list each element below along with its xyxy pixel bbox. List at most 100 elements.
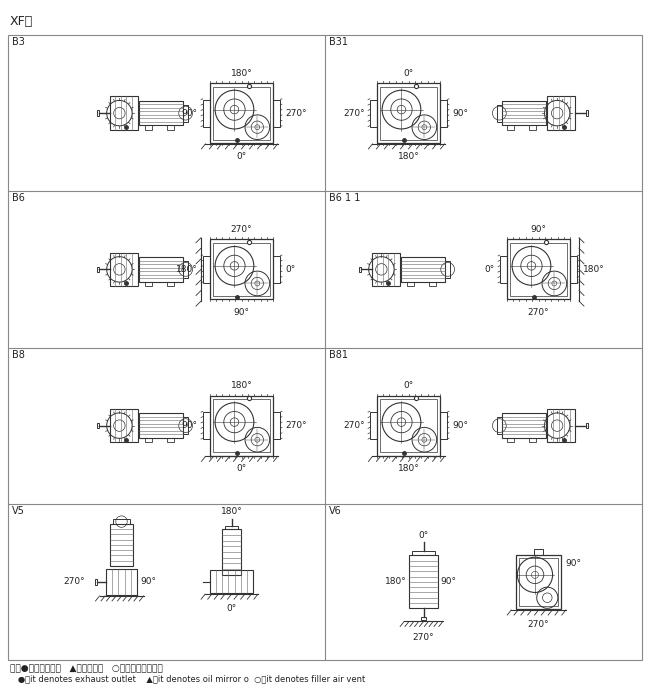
- Text: 90°: 90°: [452, 108, 469, 117]
- Text: 180°: 180°: [385, 578, 407, 586]
- Bar: [213, 243, 270, 296]
- Bar: [183, 261, 188, 278]
- Text: 270°: 270°: [231, 225, 252, 234]
- Text: 270°: 270°: [285, 421, 307, 430]
- Bar: [203, 412, 210, 439]
- Bar: [110, 409, 138, 442]
- Bar: [377, 395, 440, 455]
- Bar: [586, 110, 588, 116]
- Bar: [515, 555, 562, 609]
- Bar: [440, 99, 447, 126]
- Bar: [213, 400, 270, 452]
- Bar: [429, 282, 436, 286]
- Text: 0°: 0°: [226, 604, 237, 613]
- Bar: [547, 97, 575, 130]
- Bar: [110, 253, 138, 286]
- Text: 180°: 180°: [176, 265, 198, 274]
- Bar: [110, 97, 138, 130]
- Text: 0°: 0°: [285, 265, 296, 274]
- Bar: [145, 282, 152, 286]
- Bar: [534, 549, 543, 555]
- Text: B31: B31: [329, 37, 348, 47]
- Text: 0°: 0°: [237, 464, 246, 473]
- Bar: [183, 104, 188, 121]
- Bar: [377, 83, 440, 143]
- Text: 0°: 0°: [419, 531, 428, 540]
- Bar: [210, 239, 273, 299]
- Text: V6: V6: [329, 506, 342, 515]
- Text: XF型: XF型: [10, 15, 33, 28]
- Text: V5: V5: [12, 506, 25, 515]
- Text: 270°: 270°: [528, 308, 549, 317]
- Bar: [213, 87, 270, 139]
- Text: 180°: 180°: [220, 507, 242, 516]
- Bar: [500, 256, 507, 283]
- Bar: [519, 558, 558, 606]
- Bar: [110, 524, 133, 566]
- Bar: [586, 423, 588, 428]
- Text: 90°: 90°: [452, 421, 469, 430]
- Text: 270°: 270°: [343, 108, 365, 117]
- Bar: [140, 257, 183, 282]
- Bar: [183, 417, 188, 434]
- Bar: [445, 261, 450, 278]
- Text: 270°: 270°: [343, 421, 365, 430]
- Bar: [410, 555, 437, 609]
- Bar: [497, 417, 502, 434]
- Bar: [412, 551, 435, 555]
- Bar: [273, 256, 280, 283]
- Text: 90°: 90°: [233, 308, 250, 317]
- Text: 270°: 270°: [413, 633, 434, 642]
- Bar: [402, 257, 445, 282]
- Bar: [570, 256, 577, 283]
- Bar: [370, 99, 377, 126]
- Text: 90°: 90°: [181, 421, 198, 430]
- Bar: [145, 126, 152, 130]
- Text: ●－it denotes exhaust outlet    ▲－it denotes oil mirror o  ○－it denotes filler ai: ●－it denotes exhaust outlet ▲－it denotes…: [10, 674, 365, 683]
- Bar: [507, 438, 514, 442]
- Text: 90°: 90°: [140, 578, 156, 586]
- Bar: [98, 110, 99, 116]
- Bar: [273, 412, 280, 439]
- Bar: [210, 83, 273, 143]
- Bar: [407, 282, 414, 286]
- Text: B8: B8: [12, 350, 25, 359]
- Text: 270°: 270°: [63, 578, 84, 586]
- Bar: [370, 412, 377, 439]
- Text: 180°: 180°: [231, 382, 252, 391]
- Bar: [547, 409, 575, 442]
- Bar: [167, 282, 174, 286]
- Bar: [203, 99, 210, 126]
- Bar: [502, 101, 545, 126]
- Text: 90°: 90°: [440, 578, 456, 586]
- Bar: [167, 438, 174, 442]
- Bar: [529, 438, 536, 442]
- Bar: [167, 126, 174, 130]
- Bar: [273, 99, 280, 126]
- Bar: [497, 104, 502, 121]
- Bar: [106, 569, 137, 595]
- Bar: [222, 529, 241, 575]
- Text: 180°: 180°: [231, 69, 252, 78]
- Text: 180°: 180°: [582, 265, 604, 274]
- Bar: [114, 520, 129, 524]
- Bar: [440, 412, 447, 439]
- Text: 0°: 0°: [237, 152, 246, 161]
- Text: 180°: 180°: [398, 152, 419, 161]
- Bar: [372, 253, 400, 286]
- Text: 0°: 0°: [484, 265, 495, 274]
- Bar: [211, 571, 253, 593]
- Text: B3: B3: [12, 37, 25, 47]
- Bar: [140, 101, 183, 126]
- Bar: [380, 400, 437, 452]
- Bar: [225, 526, 239, 529]
- Text: 0°: 0°: [404, 69, 413, 78]
- Text: 90°: 90°: [181, 108, 198, 117]
- Text: 180°: 180°: [398, 464, 419, 473]
- Bar: [507, 239, 570, 299]
- Bar: [529, 126, 536, 130]
- Bar: [98, 423, 99, 428]
- Text: 90°: 90°: [566, 559, 582, 568]
- Text: 0°: 0°: [404, 382, 413, 391]
- Text: 90°: 90°: [530, 225, 547, 234]
